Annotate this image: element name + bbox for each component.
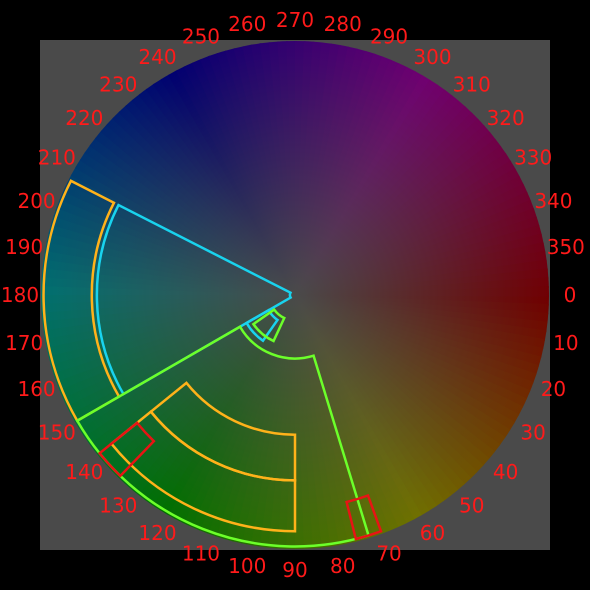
degree-label-250: 250 — [182, 25, 220, 49]
hue-arcs — [42, 179, 383, 548]
degree-label-80: 80 — [330, 554, 355, 578]
cyan-hue-arc — [244, 308, 280, 343]
hue-disc-center-fade — [41, 41, 549, 549]
degree-label-60: 60 — [420, 521, 445, 545]
degree-label-240: 240 — [138, 45, 176, 69]
degree-label-190: 190 — [5, 235, 43, 259]
degree-label-0: 0 — [564, 283, 577, 307]
orange-hue-arc — [42, 179, 121, 423]
degree-label-50: 50 — [459, 494, 484, 518]
degree-label-300: 300 — [413, 45, 451, 69]
cyan-hue-arc — [95, 203, 293, 396]
degree-label-290: 290 — [370, 25, 408, 49]
degree-label-340: 340 — [534, 189, 572, 213]
degree-label-140: 140 — [65, 460, 103, 484]
red-hue-arc — [345, 493, 383, 541]
degree-label-320: 320 — [487, 106, 525, 130]
degree-label-280: 280 — [324, 12, 362, 36]
red-hue-arc — [97, 421, 156, 478]
degree-label-20: 20 — [541, 377, 566, 401]
degree-label-150: 150 — [38, 421, 76, 445]
degree-label-260: 260 — [228, 12, 266, 36]
degree-label-10: 10 — [553, 331, 578, 355]
degree-label-200: 200 — [17, 189, 55, 213]
degree-label-100: 100 — [228, 554, 266, 578]
degree-label-120: 120 — [138, 521, 176, 545]
degree-label-90: 90 — [282, 558, 307, 582]
degree-label-310: 310 — [453, 72, 491, 96]
degree-label-210: 210 — [38, 146, 76, 170]
degree-label-220: 220 — [65, 106, 103, 130]
degree-label-180: 180 — [1, 283, 39, 307]
degree-label-270: 270 — [276, 8, 314, 32]
degree-label-40: 40 — [493, 460, 518, 484]
green-hue-arc — [251, 307, 286, 343]
degree-label-130: 130 — [99, 494, 137, 518]
degree-label-350: 350 — [547, 235, 585, 259]
degree-label-110: 110 — [182, 541, 220, 565]
degree-label-70: 70 — [376, 541, 401, 565]
degree-label-160: 160 — [17, 377, 55, 401]
degree-label-170: 170 — [5, 331, 43, 355]
degree-label-330: 330 — [514, 146, 552, 170]
degree-label-30: 30 — [520, 421, 545, 445]
degree-label-230: 230 — [99, 72, 137, 96]
